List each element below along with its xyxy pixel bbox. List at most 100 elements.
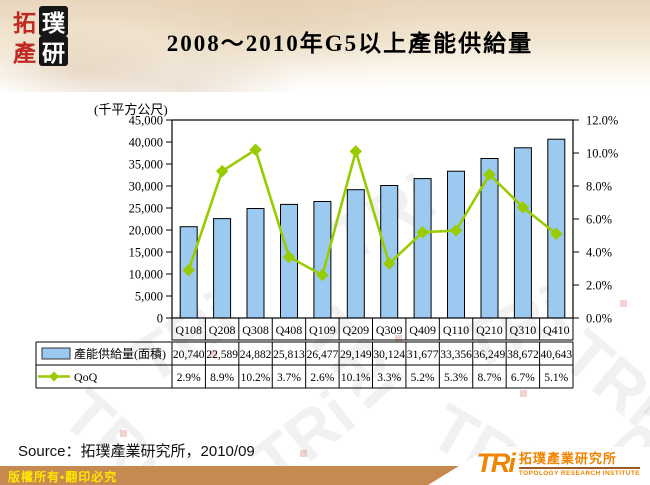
header-band: [0, 0, 650, 92]
right-axis-label: 10.0%: [586, 147, 618, 161]
company-seal-logo: 拓 璞 產 研: [10, 6, 68, 66]
table-cell: 29,149: [340, 349, 372, 361]
left-axis-label: 30,000: [129, 180, 163, 194]
category-label: Q109: [309, 323, 336, 337]
right-axis-label: 4.0%: [586, 246, 612, 260]
tri-logo-chinese-name: 拓璞產業研究所: [518, 451, 617, 466]
table-row-label: QoQ: [74, 370, 98, 384]
table-cell: 25,813: [273, 349, 305, 361]
table-row-label: 產能供給量(面積): [74, 346, 166, 361]
table-cell: 5.2%: [411, 372, 435, 384]
left-axis-label: 0: [157, 312, 163, 326]
left-axis-label: 10,000: [129, 268, 163, 282]
category-label: Q208: [209, 323, 236, 337]
y-axis-left: 0 5,000 10,000 15,000 20,000 25,000 30,000 35,0…: [129, 114, 172, 326]
table-cell: 3.3%: [377, 372, 401, 384]
bar-Q409: [413, 178, 432, 319]
bar-Q308: [246, 208, 265, 319]
qoq-marker-Q109: [316, 268, 329, 282]
left-axis-label: 45,000: [129, 114, 163, 128]
seal-char-4: 研: [39, 36, 68, 66]
qoq-marker-Q209: [349, 145, 362, 158]
qoq-marker-Q110: [449, 224, 463, 237]
left-axis-label: 20,000: [129, 224, 163, 238]
bar-Q310: [513, 147, 532, 319]
left-axis-label: 25,000: [129, 202, 163, 216]
category-label: Q308: [242, 323, 269, 337]
page-title: 2008～2010年G5以上產能供給量: [166, 31, 534, 56]
qoq-marker-Q108: [182, 263, 195, 277]
qoq-marker-Q409: [416, 225, 429, 239]
left-axis-label: 15,000: [129, 246, 163, 260]
category-label: Q409: [409, 323, 436, 337]
category-label: Q408: [276, 323, 303, 337]
table-cell: 5.1%: [544, 372, 568, 384]
y-axis-right: 0.0% 2.0% 4.0% 6.0% 8.0% 10.0% 12.0%: [573, 114, 618, 326]
left-axis-unit-label: (千平方公尺): [94, 102, 168, 117]
category-axis: Q108 Q208 Q308 Q408 Q109 Q209 Q309 Q409 Q110 Q210…: [171, 317, 574, 341]
table-cell: 40,643: [540, 349, 572, 361]
category-label: Q209: [342, 323, 369, 337]
source-note: Source：拓璞產業研究所，2010/09: [18, 443, 255, 460]
category-label: Q410: [543, 323, 570, 337]
left-axis-label: 35,000: [129, 158, 163, 172]
seal-char-2: 璞: [39, 6, 68, 36]
category-label: Q108: [175, 323, 202, 337]
plot-border: [171, 119, 574, 319]
legend-line-marker: [49, 371, 59, 382]
table-cell: 8.9%: [210, 372, 234, 384]
category-label: Q210: [476, 323, 503, 337]
table-cell: 31,677: [407, 349, 439, 361]
table-cell: 36,249: [474, 349, 506, 361]
table-cell: 2.9%: [177, 372, 201, 384]
table-cell: 8.7%: [477, 372, 501, 384]
qoq-marker-Q210: [483, 168, 496, 181]
qoq-line-series: [182, 143, 563, 282]
bar-Q209: [346, 189, 365, 319]
table-cell: 38,672: [507, 349, 539, 361]
category-label: Q110: [443, 323, 469, 337]
qoq-marker-Q408: [282, 250, 296, 264]
tri-logo-letters: TRi: [476, 448, 515, 478]
right-axis-label: 2.0%: [586, 279, 612, 293]
tri-logo-text-column: 拓璞產業研究所 TOPOLOGY RESEARCH INSTITUTE: [518, 451, 640, 477]
seal-char-1: 拓: [13, 11, 36, 36]
copyright-text: 版權所有▪翻印必究: [8, 470, 118, 484]
bar-series: [179, 138, 566, 319]
tri-logo-rule: [518, 467, 640, 469]
table-cell: 22,589: [206, 349, 238, 361]
left-axis-label: 40,000: [129, 136, 163, 150]
bar-Q109: [313, 201, 332, 319]
table-cell: 3.7%: [277, 372, 301, 384]
qoq-marker-Q308: [249, 143, 262, 156]
qoq-marker-Q310: [516, 201, 530, 214]
tri-logo-inner: TRi 拓璞產業研究所 TOPOLOGY RESEARCH INSTITUTE: [476, 450, 640, 477]
category-label: Q310: [510, 323, 537, 337]
table-cell: 5.3%: [444, 372, 468, 384]
right-axis-label: 0.0%: [586, 312, 612, 326]
qoq-marker-Q410: [550, 227, 563, 241]
legend-bar-swatch: [41, 347, 71, 360]
table-cell: 20,740: [173, 349, 205, 361]
table-cell: 26,477: [307, 349, 339, 361]
table-cell: 2.6%: [310, 372, 334, 384]
right-axis-label: 8.0%: [586, 180, 612, 194]
bar-Q110: [447, 170, 465, 319]
table-cell: 24,882: [240, 349, 272, 361]
left-axis-label: 5,000: [135, 290, 163, 304]
qoq-marker-Q208: [215, 164, 229, 178]
bar-Q208: [213, 218, 232, 319]
tri-logo-english-name: TOPOLOGY RESEARCH INSTITUTE: [518, 470, 640, 477]
qoq-marker-Q309: [383, 257, 396, 270]
data-table: 產能供給量(面積) 20,740 22,589 24,882 25,813 26,477 2…: [35, 341, 574, 389]
table-cell: 30,124: [373, 349, 405, 361]
table-cell: 6.7%: [511, 372, 535, 384]
table-cell: 33,356: [440, 349, 472, 361]
right-axis-label: 6.0%: [586, 213, 612, 227]
right-axis-label: 12.0%: [586, 114, 618, 128]
qoq-line: [187, 148, 558, 277]
category-label: Q309: [376, 323, 403, 337]
